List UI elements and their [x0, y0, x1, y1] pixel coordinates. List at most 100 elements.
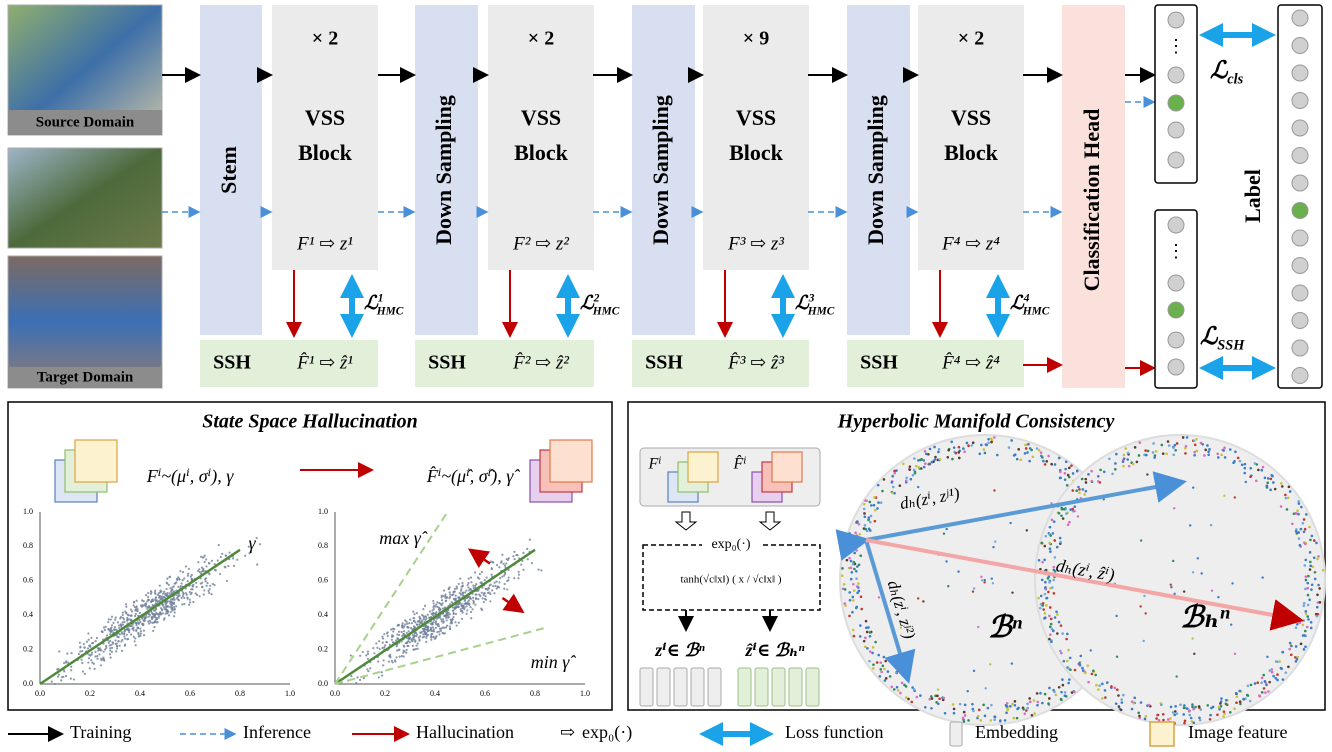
node [1292, 258, 1308, 274]
dot [860, 543, 863, 546]
z-label: zⁱ∈ ℬⁿ [654, 640, 705, 660]
dot [460, 593, 462, 595]
dot [1318, 587, 1321, 590]
dot [972, 590, 974, 592]
dot [1261, 576, 1263, 578]
dot [869, 521, 872, 524]
dot [418, 624, 420, 626]
dot [1133, 697, 1136, 700]
dot [412, 645, 414, 647]
dot [1054, 463, 1057, 466]
dot [1064, 694, 1067, 697]
dot [853, 568, 856, 571]
dot [127, 638, 129, 640]
dot [161, 595, 163, 597]
dot [1256, 681, 1259, 684]
dot [181, 597, 183, 599]
dot [405, 621, 407, 623]
dot [1144, 449, 1147, 452]
dot [1147, 450, 1150, 453]
dot [209, 588, 211, 590]
dot [359, 679, 361, 681]
dot [517, 577, 519, 579]
dot [477, 598, 479, 600]
dot [1209, 718, 1212, 721]
dot [165, 603, 167, 605]
dot [1194, 706, 1197, 709]
dot [1302, 522, 1305, 525]
dot [1040, 595, 1043, 598]
dot [1244, 463, 1247, 466]
dot [425, 633, 427, 635]
dot [123, 635, 125, 637]
dot [119, 633, 121, 635]
dot [928, 698, 931, 701]
dot [1306, 626, 1309, 629]
dot [491, 567, 493, 569]
dot [1304, 528, 1307, 531]
dot [1083, 493, 1086, 496]
dot [408, 626, 410, 628]
dot [87, 661, 89, 663]
dot [893, 470, 896, 473]
dot [1101, 697, 1104, 700]
dot [885, 677, 888, 680]
dot [1280, 482, 1283, 485]
dot [1026, 703, 1029, 706]
dot [452, 609, 454, 611]
ellipsis: ⋮ [1167, 36, 1185, 56]
tick-label: 0.4 [430, 689, 440, 698]
dot [171, 588, 173, 590]
dot [1220, 697, 1223, 700]
down-sampling-label: Down Sampling [648, 95, 673, 245]
tick-label: 1.0 [580, 689, 590, 698]
dot [452, 616, 454, 618]
dot [865, 620, 868, 623]
node [1292, 65, 1308, 81]
dot [173, 606, 175, 608]
dot [978, 452, 981, 455]
dot [1132, 463, 1135, 466]
dot [977, 715, 980, 718]
dot [1014, 704, 1017, 707]
dot [409, 618, 411, 620]
dot [1073, 510, 1076, 513]
dot [1111, 473, 1114, 476]
dot [1309, 561, 1312, 564]
dot [1286, 508, 1289, 511]
dot [172, 599, 174, 601]
dot [1051, 586, 1054, 589]
tick-label: 0.4 [318, 610, 328, 619]
dot [456, 586, 458, 588]
dot [992, 582, 994, 584]
dot [88, 654, 90, 656]
node [1168, 67, 1184, 83]
dot [1314, 578, 1317, 581]
dot [54, 683, 56, 685]
block-label: Block [514, 140, 569, 165]
dot [140, 630, 142, 632]
dot [1050, 640, 1053, 643]
dot [917, 486, 919, 488]
dot [462, 591, 464, 593]
dot [1121, 701, 1124, 704]
dot [1188, 710, 1191, 713]
dot [1304, 559, 1307, 562]
dot [1231, 582, 1233, 584]
dot [205, 577, 207, 579]
dot [397, 625, 399, 627]
dot [199, 595, 201, 597]
dot [391, 634, 393, 636]
dot [1047, 455, 1050, 458]
dot [51, 680, 53, 682]
dot [435, 605, 437, 607]
dot [1270, 474, 1273, 477]
dot [1146, 473, 1148, 475]
loss-sub: HMC [807, 305, 835, 317]
dot [137, 627, 139, 629]
dot [1317, 584, 1320, 587]
dot [189, 591, 191, 593]
dot [133, 601, 135, 603]
dot [128, 631, 130, 633]
dot [1311, 535, 1314, 538]
